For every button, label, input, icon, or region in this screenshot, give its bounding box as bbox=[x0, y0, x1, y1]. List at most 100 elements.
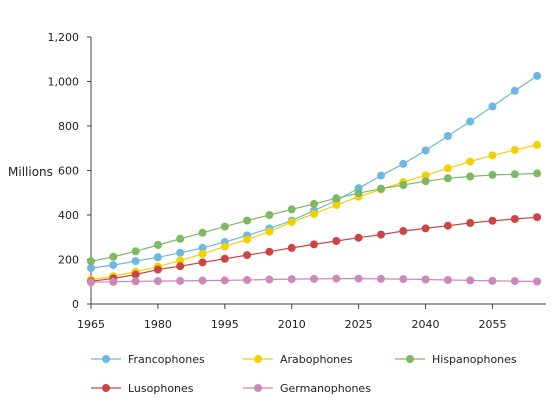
data-point bbox=[176, 248, 185, 257]
legend-item[interactable]: Lusophones bbox=[91, 382, 194, 395]
data-point bbox=[533, 213, 542, 222]
data-point bbox=[354, 189, 363, 198]
data-point bbox=[399, 275, 408, 284]
data-point bbox=[265, 247, 274, 256]
legend-item[interactable]: Francophones bbox=[91, 353, 205, 366]
data-point bbox=[176, 256, 185, 265]
data-point bbox=[332, 237, 341, 245]
data-point bbox=[153, 265, 162, 274]
data-point bbox=[488, 276, 497, 285]
data-point bbox=[421, 146, 430, 155]
x-tick-label: 2010 bbox=[278, 318, 306, 331]
data-point bbox=[220, 242, 229, 251]
data-point bbox=[198, 249, 207, 258]
data-point bbox=[332, 201, 341, 209]
data-point bbox=[466, 117, 475, 126]
y-tick-label: 200 bbox=[58, 254, 79, 267]
data-point bbox=[287, 243, 296, 252]
data-point bbox=[533, 169, 542, 178]
legend-item[interactable]: Germanophones bbox=[243, 382, 371, 395]
data-point bbox=[310, 274, 318, 283]
data-point bbox=[354, 233, 363, 242]
data-point bbox=[87, 278, 95, 287]
data-point bbox=[287, 218, 296, 227]
data-point bbox=[377, 171, 385, 180]
data-point bbox=[176, 234, 185, 243]
axes: 0 200 400 600 800 1,000 1,200 1965 1980 1995 2010 2… bbox=[48, 31, 546, 331]
data-point bbox=[466, 157, 475, 166]
data-point bbox=[310, 240, 318, 249]
data-point bbox=[488, 216, 497, 225]
data-point bbox=[87, 264, 95, 272]
legend-label: Hispanophones bbox=[432, 353, 517, 366]
data-point bbox=[310, 199, 318, 208]
data-point bbox=[243, 216, 252, 225]
data-point bbox=[153, 241, 162, 249]
data-point bbox=[443, 221, 452, 230]
data-point bbox=[265, 227, 274, 236]
legend-label: Francophones bbox=[128, 353, 205, 366]
data-point bbox=[265, 275, 274, 284]
data-point bbox=[243, 251, 252, 260]
data-point bbox=[510, 146, 519, 154]
data-point bbox=[287, 275, 296, 284]
legend-swatch-marker bbox=[102, 384, 110, 392]
data-point bbox=[131, 277, 140, 286]
data-point bbox=[310, 209, 318, 218]
data-point bbox=[198, 258, 207, 267]
data-point bbox=[131, 270, 140, 279]
data-point bbox=[153, 277, 162, 286]
data-point bbox=[332, 274, 341, 283]
data-point bbox=[421, 224, 430, 233]
data-point bbox=[109, 277, 118, 286]
data-point bbox=[488, 170, 497, 179]
data-point bbox=[533, 277, 542, 286]
x-tick-label: 2040 bbox=[412, 318, 440, 331]
x-tick-label: 2025 bbox=[345, 318, 373, 331]
data-point bbox=[131, 247, 140, 256]
data-point bbox=[220, 254, 229, 263]
legend-label: Germanophones bbox=[280, 382, 371, 395]
legend-item[interactable]: Hispanophones bbox=[395, 353, 517, 366]
data-point bbox=[510, 277, 519, 286]
legend: Francophones Arabophones Hispanophones Luso… bbox=[91, 353, 517, 395]
data-point bbox=[332, 194, 341, 203]
x-tick-label: 1965 bbox=[77, 318, 105, 331]
data-point bbox=[176, 276, 185, 285]
y-tick-label: 400 bbox=[58, 209, 79, 222]
data-point bbox=[510, 215, 519, 223]
data-point bbox=[198, 276, 207, 285]
y-tick-label: 1,000 bbox=[48, 76, 80, 89]
data-point bbox=[488, 151, 497, 160]
series-germanophones bbox=[87, 274, 542, 287]
data-point bbox=[198, 243, 207, 252]
data-point bbox=[443, 132, 452, 140]
data-point bbox=[466, 172, 475, 181]
data-point bbox=[399, 181, 408, 189]
data-point bbox=[443, 174, 452, 183]
data-point bbox=[421, 275, 430, 284]
x-tick-label: 1995 bbox=[211, 318, 239, 331]
legend-label: Arabophones bbox=[280, 353, 353, 366]
data-point bbox=[287, 205, 296, 214]
x-tick-label: 1980 bbox=[144, 318, 172, 331]
data-point bbox=[488, 102, 497, 111]
data-point bbox=[87, 257, 95, 266]
series-line bbox=[90, 75, 538, 269]
data-point bbox=[243, 235, 252, 244]
y-tick-label: 600 bbox=[58, 165, 79, 178]
data-point bbox=[131, 257, 140, 266]
x-tick-label: 2055 bbox=[478, 318, 506, 331]
data-point bbox=[220, 276, 229, 285]
y-tick-label: 1,200 bbox=[48, 31, 80, 44]
data-point bbox=[265, 211, 274, 219]
data-point bbox=[399, 227, 408, 235]
series-hispanophones bbox=[87, 169, 542, 266]
data-point bbox=[466, 219, 475, 227]
series-lusophones bbox=[87, 213, 542, 286]
legend-label: Lusophones bbox=[128, 382, 194, 395]
legend-item[interactable]: Arabophones bbox=[243, 353, 353, 366]
data-point bbox=[510, 86, 519, 95]
data-point bbox=[220, 222, 229, 231]
data-point bbox=[533, 71, 542, 80]
